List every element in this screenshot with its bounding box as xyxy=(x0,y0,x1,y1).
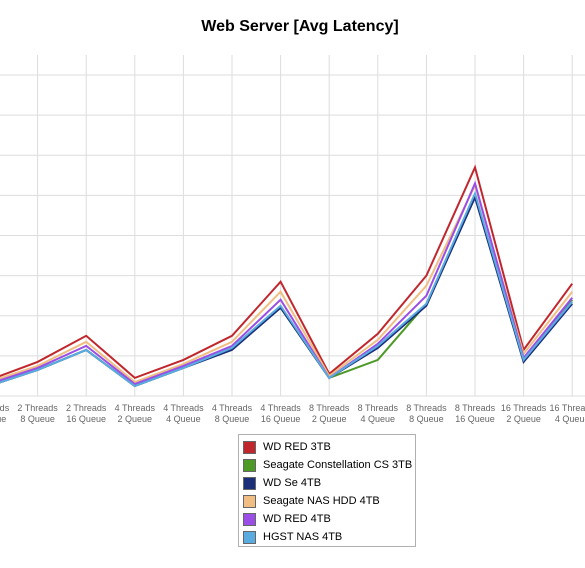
x-tick-label: 2 Queue xyxy=(506,414,541,424)
legend-label: Seagate Constellation CS 3TB xyxy=(263,459,413,471)
legend-swatch xyxy=(243,512,256,526)
x-tick-label: 2 Queue xyxy=(118,414,153,424)
x-tick-label: 8 Threads xyxy=(455,403,496,413)
series-lines xyxy=(0,164,574,388)
legend-label: Seagate NAS HDD 4TB xyxy=(263,495,380,507)
legend: WD RED 3TB Seagate Constellation CS 3TB WD… xyxy=(238,434,416,547)
x-tick-label: 4 Threads xyxy=(115,403,156,413)
legend-swatch xyxy=(243,476,256,490)
x-tick-label: 8 Threads xyxy=(406,403,447,413)
x-tick-label: 4 Threads xyxy=(163,403,204,413)
legend-item[interactable]: WD Se 4TB xyxy=(243,474,411,492)
legend-swatch xyxy=(243,440,256,454)
grid xyxy=(0,55,585,397)
series-line-5 xyxy=(0,190,573,388)
x-tick-label: 16 Queue xyxy=(455,414,495,424)
legend-swatch xyxy=(243,494,256,508)
chart-title: Web Server [Avg Latency] xyxy=(201,18,399,35)
legend-item[interactable]: WD RED 3TB xyxy=(243,438,411,456)
x-tick-label: 2 Threads xyxy=(17,403,58,413)
x-tick-label: 2 Queue xyxy=(312,414,347,424)
x-tick-label: 8 Queue xyxy=(215,414,250,424)
x-tick-label: 1 Queue xyxy=(0,414,6,424)
x-tick-label: 8 Queue xyxy=(409,414,444,424)
x-tick-label: 2 Threads xyxy=(66,403,107,413)
legend-item[interactable]: WD RED 4TB xyxy=(243,510,411,528)
series-line-0 xyxy=(0,164,574,380)
x-tick-label: 1 Threads xyxy=(0,403,10,413)
x-tick-label: 4 Threads xyxy=(212,403,253,413)
legend-item[interactable]: HGST NAS 4TB xyxy=(243,528,411,546)
x-tick-label: 8 Queue xyxy=(20,414,55,424)
legend-label: HGST NAS 4TB xyxy=(263,531,343,543)
x-tick-label: 16 Queue xyxy=(261,414,301,424)
x-tick-label: 8 Threads xyxy=(309,403,350,413)
legend-label: WD Se 4TB xyxy=(263,477,322,489)
x-tick-label: 8 Threads xyxy=(358,403,399,413)
x-tick-label: 4 Queue xyxy=(361,414,396,424)
legend-label: WD RED 4TB xyxy=(263,513,331,525)
legend-swatch xyxy=(243,530,256,544)
legend-item[interactable]: Seagate NAS HDD 4TB xyxy=(243,492,411,510)
x-tick-label: 16 Queue xyxy=(66,414,106,424)
legend-item[interactable]: Seagate Constellation CS 3TB xyxy=(243,456,413,474)
x-tick-label: 4 Queue xyxy=(166,414,201,424)
legend-label: WD RED 3TB xyxy=(263,441,331,453)
x-tick-label: 16 Threads xyxy=(550,403,585,413)
legend-swatch xyxy=(243,458,256,472)
x-tick-label: 4 Queue xyxy=(555,414,585,424)
x-tick-label: 4 Threads xyxy=(260,403,301,413)
x-tick-label: 16 Threads xyxy=(501,403,547,413)
series-line-4 xyxy=(0,180,573,386)
